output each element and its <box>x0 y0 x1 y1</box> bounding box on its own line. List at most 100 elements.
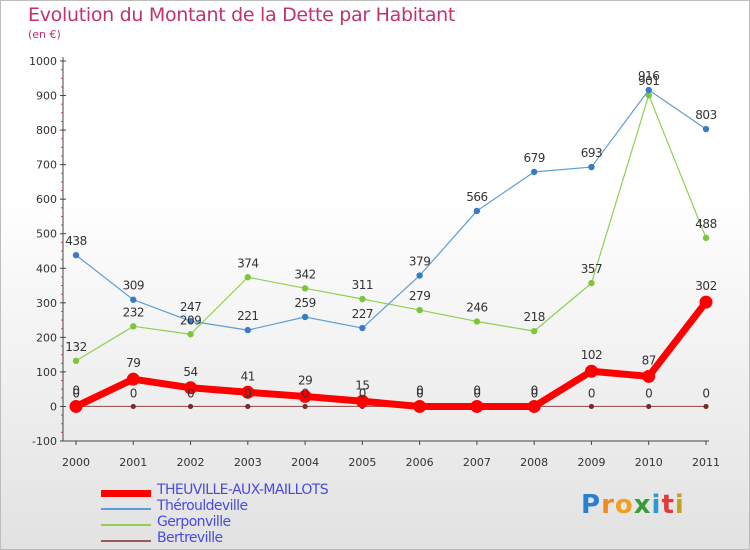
data-point <box>130 296 137 303</box>
data-label: 342 <box>294 267 315 281</box>
data-label: 302 <box>695 279 716 293</box>
x-tick-label: 2004 <box>291 456 319 469</box>
data-point <box>187 403 194 410</box>
legend-item: Gerponville <box>101 514 401 532</box>
data-point <box>244 274 252 281</box>
data-point <box>301 313 309 321</box>
x-tick-label: 2010 <box>635 456 663 469</box>
data-point <box>473 207 481 215</box>
data-point <box>530 168 538 176</box>
data-point <box>359 324 366 332</box>
data-label: 102 <box>581 348 602 362</box>
series-line <box>75 94 707 362</box>
data-label: 0 <box>531 383 538 397</box>
y-tick-label: 900 <box>36 90 57 103</box>
data-label: 0 <box>244 386 251 400</box>
data-point <box>584 364 598 378</box>
data-label: 15 <box>355 378 369 392</box>
legend-item: THEUVILLE-AUX-MAILLOTS <box>101 482 401 500</box>
data-label: 247 <box>180 300 201 314</box>
data-point <box>413 399 427 413</box>
data-point <box>473 318 481 325</box>
data-point <box>699 295 713 309</box>
data-label: 0 <box>359 386 366 400</box>
data-label: 0 <box>416 383 423 397</box>
legend-label: Gerponville <box>157 514 231 530</box>
chart-unit: (en €) <box>28 28 61 41</box>
data-label: 693 <box>581 146 602 160</box>
data-point <box>702 125 710 133</box>
data-point <box>72 251 80 259</box>
data-label: 0 <box>702 386 709 400</box>
data-point <box>130 403 136 410</box>
data-point <box>298 389 312 403</box>
y-tick-label: 1000 <box>29 55 57 68</box>
data-label: 901 <box>638 74 659 88</box>
series-line <box>75 89 707 331</box>
data-label: 0 <box>588 386 595 400</box>
data-label: 29 <box>298 373 312 387</box>
data-label: 87 <box>642 353 656 367</box>
data-label: 132 <box>65 340 86 354</box>
data-point <box>645 86 652 94</box>
data-label: 54 <box>183 365 197 379</box>
y-tick-label: -100 <box>32 435 57 448</box>
data-point <box>359 295 366 303</box>
x-tick-label: 2000 <box>62 456 90 469</box>
data-point <box>588 403 595 410</box>
data-label: 803 <box>695 108 716 122</box>
data-point <box>241 385 255 399</box>
y-tick-label: 800 <box>36 124 57 137</box>
chart-title: Evolution du Montant de la Dette par Hab… <box>28 4 456 26</box>
x-tick-label: 2006 <box>406 456 434 469</box>
data-label: 679 <box>523 151 544 165</box>
data-point <box>130 323 137 330</box>
y-tick-label: 500 <box>36 228 57 241</box>
x-tick-label: 2009 <box>577 456 605 469</box>
legend-swatch <box>101 540 151 542</box>
brand-letter: r <box>601 490 615 520</box>
legend-swatch <box>101 508 151 510</box>
data-label: 0 <box>645 386 652 400</box>
data-point <box>702 234 710 242</box>
data-point <box>187 317 194 325</box>
data-label: 311 <box>352 278 373 292</box>
data-point <box>244 326 252 334</box>
brand-letter: t <box>661 490 675 520</box>
data-point <box>72 357 80 365</box>
data-point <box>703 403 709 410</box>
data-label: 0 <box>416 386 423 400</box>
data-point <box>416 306 423 314</box>
data-label: 218 <box>523 310 544 324</box>
data-label: 0 <box>473 386 480 400</box>
data-label: 209 <box>180 313 201 327</box>
brand-letter: x <box>633 490 652 520</box>
data-label: 246 <box>466 300 487 314</box>
data-label: 0 <box>72 386 79 400</box>
data-label: 379 <box>409 255 430 269</box>
data-label: 41 <box>241 369 255 383</box>
y-tick-label: 600 <box>36 193 57 206</box>
legend-swatch <box>101 524 151 526</box>
legend-item: Thérouldeville <box>101 498 401 516</box>
legend-item: Bertreville <box>101 530 401 548</box>
data-point <box>530 327 538 335</box>
data-label: 0 <box>187 386 194 400</box>
data-label: 566 <box>466 190 487 204</box>
data-label: 259 <box>294 296 315 310</box>
data-label: 916 <box>638 69 659 83</box>
brand-logo: Proxiti <box>581 490 685 520</box>
data-label: 374 <box>237 256 258 270</box>
data-point <box>355 394 369 408</box>
data-point <box>184 381 198 395</box>
x-tick-label: 2005 <box>348 456 376 469</box>
data-label: 357 <box>581 262 602 276</box>
data-point <box>645 92 652 99</box>
data-label: 0 <box>130 386 137 400</box>
data-point <box>301 285 309 292</box>
y-tick-label: 200 <box>36 331 57 344</box>
data-label: 279 <box>409 289 430 303</box>
y-tick-label: 0 <box>50 400 57 413</box>
